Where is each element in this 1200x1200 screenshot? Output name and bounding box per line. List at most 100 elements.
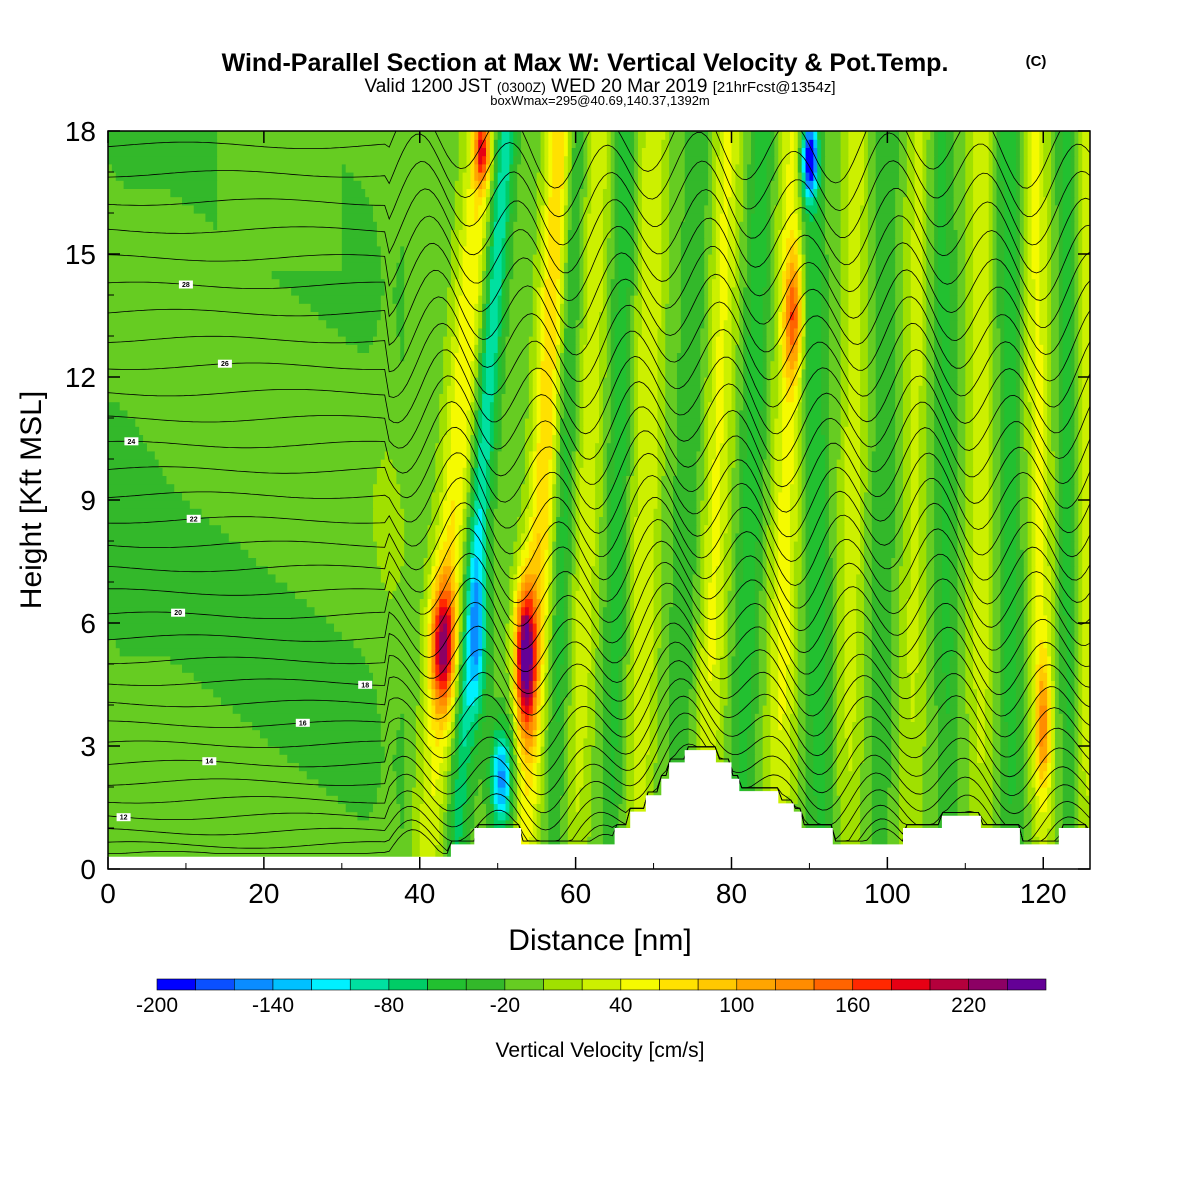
- w-cell: [614, 746, 623, 755]
- w-cell: [1074, 582, 1079, 591]
- w-cell: [965, 500, 974, 509]
- w-cell: [1078, 803, 1090, 813]
- w-cell: [949, 623, 959, 632]
- w-cell: [805, 696, 811, 706]
- w-cell: [976, 713, 986, 722]
- w-cell: [458, 762, 468, 772]
- w-cell: [423, 647, 429, 657]
- w-cell: [871, 729, 892, 739]
- w-cell: [852, 746, 865, 755]
- w-cell: [762, 721, 772, 731]
- w-cell: [805, 655, 811, 665]
- w-cell: [380, 721, 401, 731]
- w-cell: [528, 696, 534, 706]
- w-cell: [941, 582, 951, 591]
- w-cell: [579, 795, 592, 804]
- w-cell: [669, 713, 690, 722]
- w-cell: [1082, 442, 1090, 452]
- w-cell: [895, 475, 904, 485]
- w-cell: [435, 787, 444, 796]
- w-cell: [945, 705, 951, 714]
- w-cell: [762, 467, 772, 476]
- w-cell: [844, 467, 861, 476]
- w-cell: [353, 639, 421, 649]
- w-cell: [482, 532, 487, 542]
- w-cell: [509, 729, 514, 739]
- w-cell: [973, 582, 990, 591]
- w-cell: [1066, 688, 1072, 698]
- w-cell: [1054, 754, 1064, 763]
- w-cell: [1062, 598, 1072, 608]
- w-cell: [556, 647, 565, 657]
- w-cell: [673, 557, 698, 567]
- w-cell: [458, 688, 464, 698]
- w-cell: [1078, 532, 1083, 542]
- w-cell: [1004, 614, 1017, 624]
- w-cell: [540, 729, 546, 739]
- w-cell: [135, 418, 440, 427]
- w-cell: [466, 680, 479, 690]
- w-cell: [482, 582, 487, 591]
- w-cell: [719, 500, 729, 509]
- w-cell: [560, 803, 569, 813]
- w-cell: [563, 737, 569, 747]
- w-cell: [801, 483, 807, 493]
- w-cell: [513, 623, 518, 632]
- w-cell: [626, 631, 631, 640]
- w-cell: [731, 696, 740, 706]
- w-cell: [447, 803, 452, 813]
- w-cell: [1015, 508, 1021, 517]
- w-cell: [657, 721, 670, 731]
- w-cell: [454, 647, 460, 657]
- w-cell: [513, 762, 518, 772]
- w-cell: [1039, 680, 1044, 690]
- w-cell: [1004, 549, 1017, 558]
- w-cell: [579, 516, 596, 526]
- w-cell: [606, 516, 612, 526]
- w-cell: [517, 516, 526, 526]
- w-cell: [786, 672, 795, 681]
- w-cell: [828, 516, 838, 526]
- w-cell: [949, 459, 959, 468]
- w-cell: [899, 647, 908, 657]
- w-cell: [844, 532, 861, 542]
- w-cell: [599, 639, 604, 649]
- w-cell: [863, 516, 873, 526]
- w-cell: [513, 787, 518, 796]
- w-cell: [1004, 541, 1017, 550]
- w-cell: [949, 590, 959, 599]
- w-cell: [836, 664, 846, 673]
- w-cell: [485, 639, 491, 649]
- w-cell: [489, 778, 495, 788]
- w-cell: [1008, 770, 1017, 780]
- w-cell: [1000, 688, 1005, 698]
- w-cell: [602, 729, 612, 739]
- w-cell: [489, 573, 495, 583]
- w-cell: [524, 516, 530, 526]
- w-cell: [988, 664, 994, 673]
- w-cell: [969, 803, 994, 813]
- w-cell: [1000, 803, 1025, 813]
- w-cell: [1070, 606, 1076, 616]
- w-cell: [708, 434, 717, 444]
- w-cell: [1070, 434, 1076, 444]
- w-cell: [797, 762, 807, 772]
- w-cell: [560, 795, 569, 804]
- w-cell: [599, 590, 608, 599]
- w-cell: [108, 664, 183, 673]
- w-cell: [657, 491, 662, 501]
- w-cell: [813, 746, 826, 755]
- w-cell: [825, 737, 834, 747]
- w-cell: [540, 655, 546, 665]
- w-cell: [599, 606, 604, 616]
- w-cell: [739, 524, 744, 534]
- w-cell: [626, 680, 635, 690]
- w-cell: [466, 631, 472, 640]
- w-cell: [536, 721, 542, 731]
- w-cell: [871, 606, 892, 616]
- w-cell: [595, 450, 604, 460]
- w-cell: [536, 787, 542, 796]
- w-cell: [482, 516, 487, 526]
- w-cell: [489, 434, 495, 444]
